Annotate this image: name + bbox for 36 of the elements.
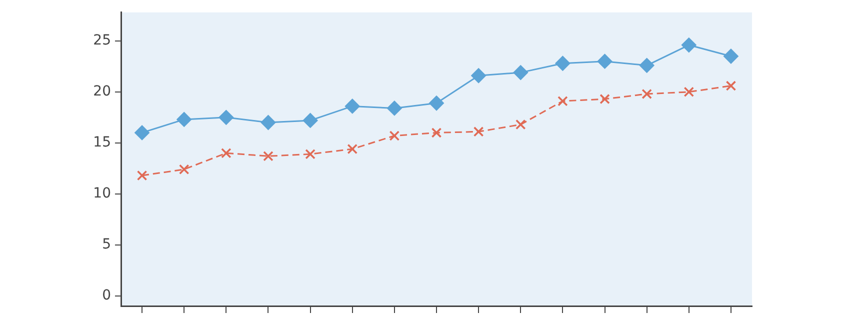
y-tick-label: 5: [102, 236, 111, 252]
point: [473, 126, 484, 137]
point: [642, 88, 652, 100]
point: [221, 148, 232, 158]
point: [558, 96, 568, 106]
point: [681, 38, 696, 53]
point: [134, 125, 150, 140]
point: [555, 56, 570, 71]
point: [302, 112, 318, 128]
point: [639, 58, 654, 73]
point: [597, 54, 612, 69]
point: [726, 80, 736, 91]
point: [389, 130, 400, 141]
point: [431, 128, 442, 138]
point: [471, 68, 486, 84]
point: [386, 100, 402, 116]
point: [218, 110, 234, 125]
y-tick-label: 10: [93, 186, 111, 202]
point: [305, 148, 316, 160]
point: [263, 151, 274, 162]
point: [178, 164, 190, 175]
point: [515, 119, 526, 130]
y-tick-label: 25: [93, 32, 111, 49]
y-tick-label: 0: [102, 287, 111, 304]
point: [344, 98, 360, 114]
point: [600, 94, 610, 104]
y-tick-label: 15: [93, 134, 111, 151]
point: [429, 96, 444, 111]
point: [684, 86, 694, 98]
point: [136, 170, 148, 181]
point: [176, 112, 192, 127]
point: [347, 144, 358, 154]
point: [723, 48, 738, 64]
y-tick-label: 20: [93, 84, 111, 100]
point: [513, 65, 528, 80]
point: [260, 115, 276, 130]
